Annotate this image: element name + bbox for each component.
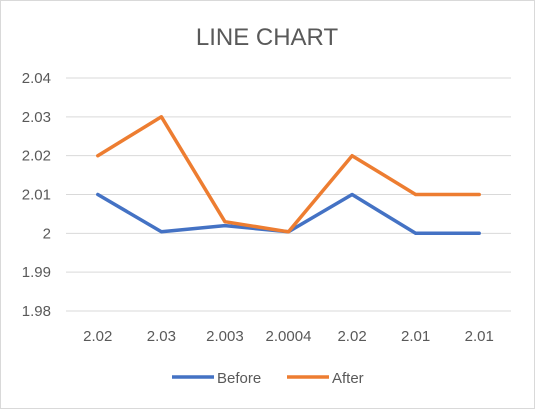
y-tick-label: 2.02	[22, 148, 51, 165]
series-line-after	[96, 115, 481, 234]
x-tick-label: 2.003	[206, 328, 244, 345]
legend-label-after: After	[332, 370, 364, 387]
legend: Before After	[172, 370, 364, 387]
y-axis-ticks: 2.04 2.03 2.02 2.01 2 1.99 1.98	[22, 70, 51, 320]
legend-label-before: Before	[217, 370, 261, 387]
x-tick-label: 2.02	[83, 328, 112, 345]
y-tick-label: 1.99	[22, 264, 51, 281]
x-axis-ticks: 2.02 2.03 2.003 2.0004 2.02 2.01 2.01	[83, 328, 494, 345]
x-tick-label: 2.02	[337, 328, 366, 345]
x-tick-label: 2.0004	[266, 328, 312, 345]
y-tick-label: 1.98	[22, 303, 51, 320]
series-lines	[96, 115, 481, 236]
x-tick-label: 2.03	[147, 328, 176, 345]
y-tick-label: 2	[43, 225, 51, 242]
x-tick-label: 2.01	[465, 328, 494, 345]
y-tick-label: 2.01	[22, 187, 51, 204]
y-tick-label: 2.04	[22, 70, 51, 87]
x-tick-label: 2.01	[401, 328, 430, 345]
y-tick-label: 2.03	[22, 109, 51, 126]
chart-title: LINE CHART	[196, 24, 339, 51]
series-line-before	[96, 192, 481, 236]
